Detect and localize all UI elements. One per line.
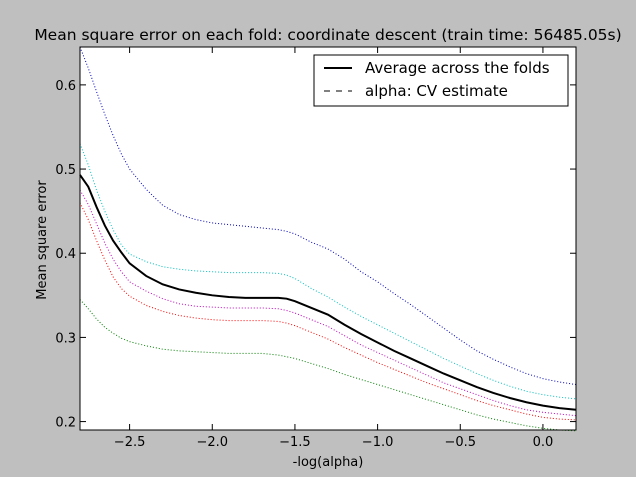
legend-label-alpha: alpha: CV estimate bbox=[365, 82, 508, 100]
y-tick-label: 0.4 bbox=[55, 247, 76, 262]
y-axis-label: Mean square error bbox=[35, 180, 50, 300]
plot-frame bbox=[79, 46, 577, 431]
x-axis-label: -log(alpha) bbox=[293, 455, 364, 470]
series-layer bbox=[79, 46, 577, 432]
x-tick-label: −2.0 bbox=[196, 435, 228, 450]
series-line-0 bbox=[79, 46, 577, 386]
series-line-3 bbox=[79, 189, 577, 417]
legend-box bbox=[313, 54, 569, 107]
x-tick-label: 0.0 bbox=[533, 435, 554, 450]
legend: Average across the folds alpha: CV estim… bbox=[313, 54, 569, 107]
y-tick-label: 0.2 bbox=[55, 416, 76, 431]
series-line-2 bbox=[79, 174, 577, 411]
chart-title: Mean square error on each fold: coordina… bbox=[34, 26, 621, 44]
plot-area bbox=[80, 47, 576, 430]
x-tick-label: −1.0 bbox=[362, 435, 394, 450]
x-tick-label: −2.5 bbox=[114, 435, 146, 450]
ticks-layer: −2.5 −2.0 −1.5 −1.0 −0.5 0.0 0.2 0.3 0.4 0.5 0.6 bbox=[55, 47, 576, 450]
x-tick-label: −0.5 bbox=[444, 435, 476, 450]
y-tick-label: 0.6 bbox=[55, 79, 76, 94]
y-tick-label: 0.5 bbox=[55, 163, 76, 178]
series-line-5 bbox=[79, 299, 577, 432]
x-tick-label: −1.5 bbox=[279, 435, 311, 450]
legend-label-average: Average across the folds bbox=[365, 59, 550, 77]
y-tick-label: 0.3 bbox=[55, 331, 76, 346]
